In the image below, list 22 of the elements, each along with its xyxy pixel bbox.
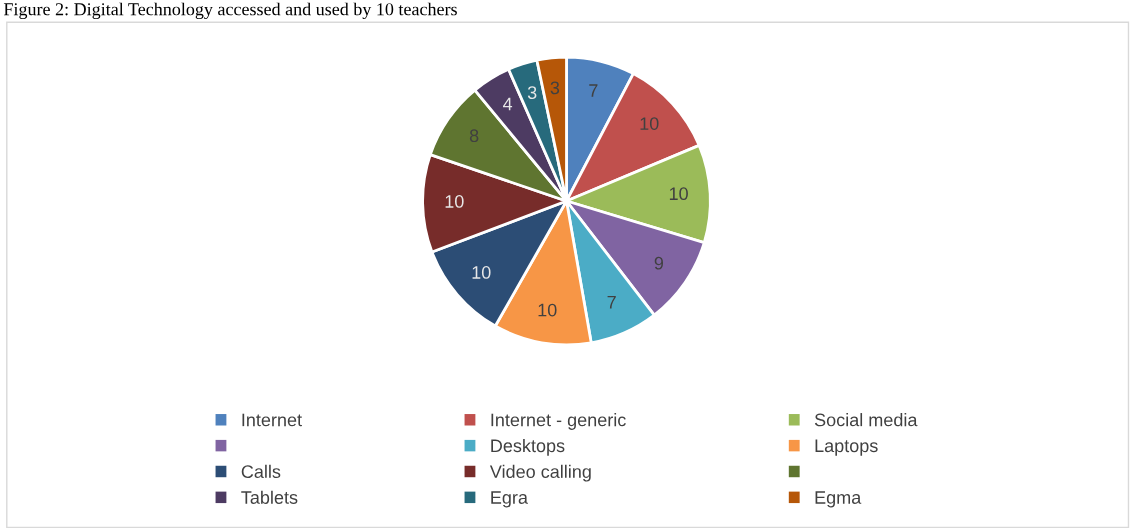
data-label: 7 xyxy=(607,296,616,309)
data-label: 10 xyxy=(640,117,659,130)
legend-label: Tablets xyxy=(241,490,298,504)
legend-label: Social media xyxy=(814,413,918,427)
data-label: 9 xyxy=(654,256,664,270)
data-label: 10 xyxy=(669,187,688,201)
legend-label: Internet xyxy=(242,413,302,427)
chart-title: Figure 2: Digital Technology accessed and used by 10 teachers xyxy=(3,2,457,20)
legend-label: Calls xyxy=(241,464,281,479)
data-label: 3 xyxy=(527,86,537,100)
data-label: 10 xyxy=(538,303,557,317)
legend-label: Egma xyxy=(815,491,862,508)
data-label: 10 xyxy=(445,195,464,208)
legend-label: Internet - generic xyxy=(491,413,626,430)
data-label: 4 xyxy=(503,97,513,111)
legend-label: Desktops xyxy=(491,438,565,456)
data-label: 3 xyxy=(550,81,560,95)
data-label: 7 xyxy=(589,84,598,97)
legend-label: Egra xyxy=(491,491,528,508)
legend-label: Video calling xyxy=(489,464,591,482)
data-label: 10 xyxy=(472,266,491,279)
legend-label: Laptops xyxy=(815,439,878,456)
